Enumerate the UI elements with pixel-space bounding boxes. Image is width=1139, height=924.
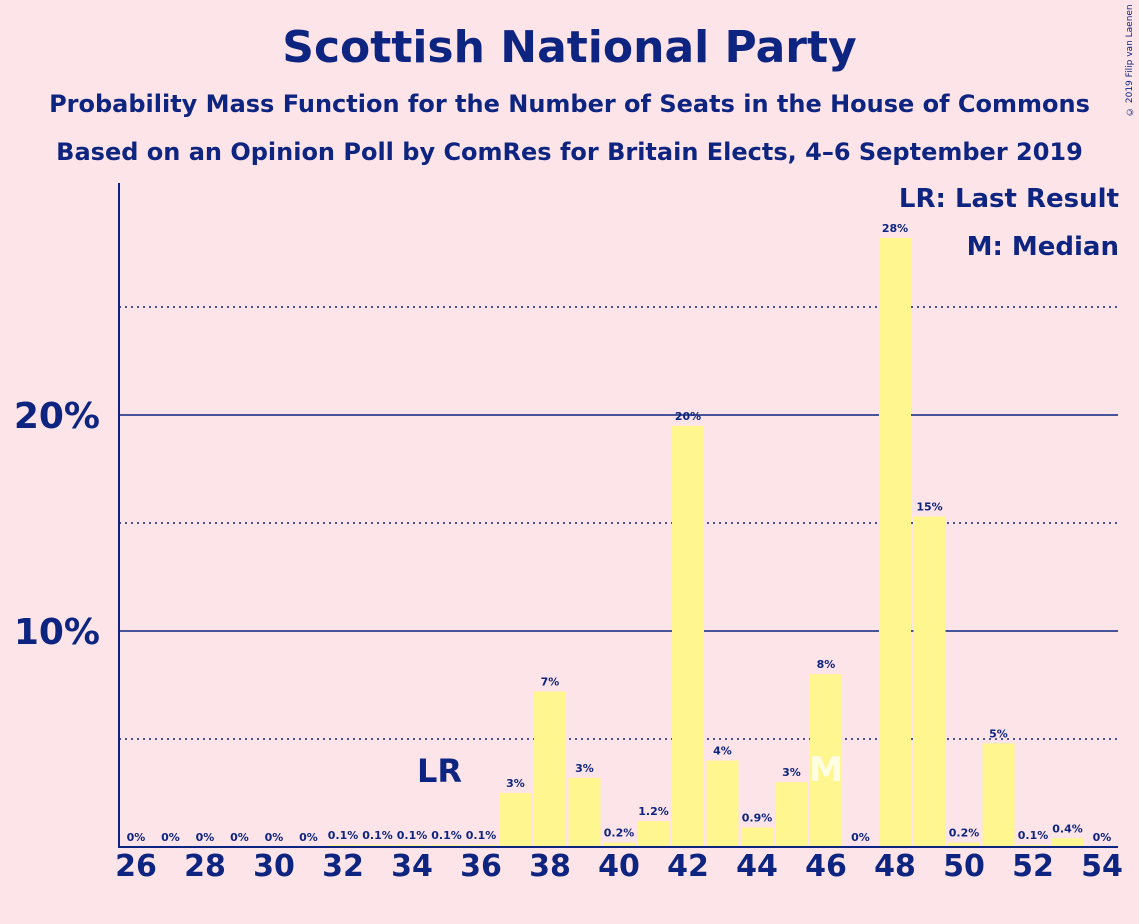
- last-result-marker: LR: [417, 752, 462, 790]
- x-tick-label: 50: [943, 849, 985, 884]
- data-label: 0%: [161, 831, 180, 844]
- data-label: 0%: [230, 831, 249, 844]
- x-tick-label: 48: [874, 849, 916, 884]
- bar-seat-41: [637, 821, 670, 847]
- data-label: 0%: [196, 831, 215, 844]
- bar-seat-42: [672, 425, 704, 847]
- y-tick-label: 20%: [14, 396, 100, 437]
- bar-seat-53: [1051, 838, 1084, 847]
- data-label: 0.9%: [742, 812, 773, 825]
- x-tick-label: 46: [805, 849, 847, 884]
- data-label: 0.1%: [397, 829, 428, 842]
- data-label: 3%: [575, 762, 594, 775]
- data-label: 0.1%: [466, 829, 497, 842]
- bar-seat-40: [603, 842, 635, 847]
- data-label: 4%: [713, 745, 732, 758]
- data-label: 0%: [127, 831, 146, 844]
- x-tick-label: 40: [598, 849, 640, 884]
- bar-seat-50: [948, 842, 980, 847]
- data-label: 0%: [265, 831, 284, 844]
- x-tick-label: 42: [667, 849, 709, 884]
- bar-seat-44: [741, 827, 773, 847]
- data-label: 7%: [541, 675, 560, 688]
- data-label: 8%: [817, 658, 836, 671]
- bar-seat-32: [327, 844, 359, 847]
- data-label: 0.1%: [328, 829, 359, 842]
- bar-seat-33: [361, 844, 394, 847]
- x-tick-label: 34: [391, 849, 433, 884]
- x-tick-label: 54: [1081, 849, 1123, 884]
- bar-seat-51: [982, 743, 1015, 847]
- bar-seat-37: [499, 793, 532, 847]
- bar-seat-45: [775, 782, 808, 847]
- legend-last-result: LR: Last Result: [898, 184, 1119, 214]
- data-label: 3%: [782, 766, 801, 779]
- bar-seat-35: [430, 844, 463, 847]
- data-label: 0.4%: [1052, 822, 1083, 835]
- chart-subtitle-2: Based on an Opinion Poll by ComRes for B…: [56, 138, 1083, 166]
- x-tick-label: 32: [322, 849, 364, 884]
- data-label: 0.1%: [1018, 829, 1049, 842]
- x-tick-label: 38: [529, 849, 571, 884]
- data-label: 0.1%: [431, 829, 462, 842]
- data-label: 15%: [916, 501, 942, 514]
- data-label: 1.2%: [638, 805, 669, 818]
- bar-seat-39: [568, 777, 601, 847]
- data-label: 0.2%: [949, 827, 980, 840]
- y-tick-label: 10%: [14, 612, 100, 653]
- bar-seat-38: [534, 691, 566, 847]
- bar-seat-46: [810, 674, 842, 847]
- data-label: 0.2%: [604, 827, 635, 840]
- x-tick-label: 44: [736, 849, 778, 884]
- data-label: 0.1%: [362, 829, 393, 842]
- median-marker: M: [809, 750, 843, 790]
- x-tick-label: 26: [115, 849, 157, 884]
- data-label: 20%: [675, 410, 701, 423]
- bar-seat-52: [1017, 844, 1049, 847]
- bar-seat-34: [396, 844, 428, 847]
- data-label: 0%: [851, 831, 870, 844]
- bar-seat-43: [706, 760, 739, 847]
- x-tick-label: 30: [253, 849, 295, 884]
- x-tick-label: 28: [184, 849, 226, 884]
- chart-subtitle-1: Probability Mass Function for the Number…: [49, 90, 1090, 118]
- data-label: 0%: [299, 831, 318, 844]
- data-label: 28%: [882, 222, 908, 235]
- bar-seat-36: [465, 844, 497, 847]
- legend-median: M: Median: [966, 232, 1119, 262]
- data-label: 3%: [506, 777, 525, 790]
- data-label: 5%: [989, 727, 1008, 740]
- bar-seat-48: [879, 237, 911, 847]
- bar-seat-49: [913, 516, 946, 847]
- x-tick-label: 36: [460, 849, 502, 884]
- x-tick-label: 52: [1012, 849, 1054, 884]
- chart-title: Scottish National Party: [282, 22, 857, 73]
- data-label: 0%: [1093, 831, 1112, 844]
